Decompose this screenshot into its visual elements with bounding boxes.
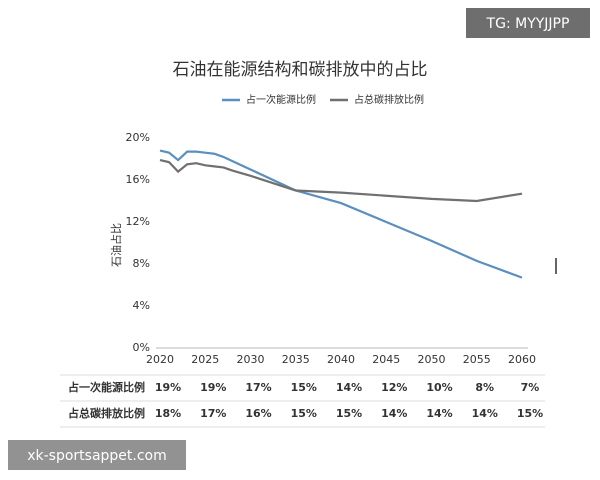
y-tick-label: 16% [126,173,150,186]
table-cell: 8% [475,381,494,394]
chart-title: 石油在能源结构和碳排放中的占比 [173,60,428,80]
x-tick-label: 2045 [372,353,400,366]
table-cell: 15% [291,407,317,420]
x-tick-label: 2020 [146,353,174,366]
y-tick-label: 8% [133,257,150,270]
y-tick-label: 12% [126,215,150,228]
table-cell: 7% [521,381,540,394]
table-cell: 16% [245,407,271,420]
table-cell: 14% [336,381,362,394]
watermark-box [8,440,186,470]
x-tick-label: 2050 [418,353,446,366]
table-cell: 12% [381,381,407,394]
x-tick-label: 2030 [237,353,265,366]
y-tick-label: 20% [126,131,150,144]
table-cell: 17% [200,407,226,420]
series-line [159,158,523,203]
table-cell: 15% [291,381,317,394]
x-tick-label: 2025 [191,353,219,366]
table-cell: 10% [426,381,452,394]
legend-label: 占总碳排放比例 [354,93,424,106]
table-cell: 14% [426,407,452,420]
x-tick-label: 2040 [327,353,355,366]
legend-label: 占一次能源比例 [246,93,316,106]
series-line [159,149,523,279]
x-tick-label: 2060 [508,353,536,366]
table-cell: 14% [472,407,498,420]
x-tick-label: 2055 [463,353,491,366]
watermark-box [466,8,590,38]
table-cell: 15% [517,407,543,420]
table-cell: 17% [245,381,271,394]
y-tick-label: 0% [133,341,150,354]
table-cell: 14% [381,407,407,420]
watermark: TG: MYYJJPP [486,16,570,32]
row-label: 占一次能源比例 [68,380,145,394]
row-label: 占总碳排放比例 [68,406,145,420]
table-cell: 19% [155,381,181,394]
table-cell: 15% [336,407,362,420]
y-axis-label: 石油占比 [109,223,123,267]
table-cell: 19% [200,381,226,394]
table-cell: 18% [155,407,181,420]
watermark: xk-sportsappet.com [27,448,167,464]
y-tick-label: 4% [133,299,150,312]
x-tick-label: 2035 [282,353,310,366]
